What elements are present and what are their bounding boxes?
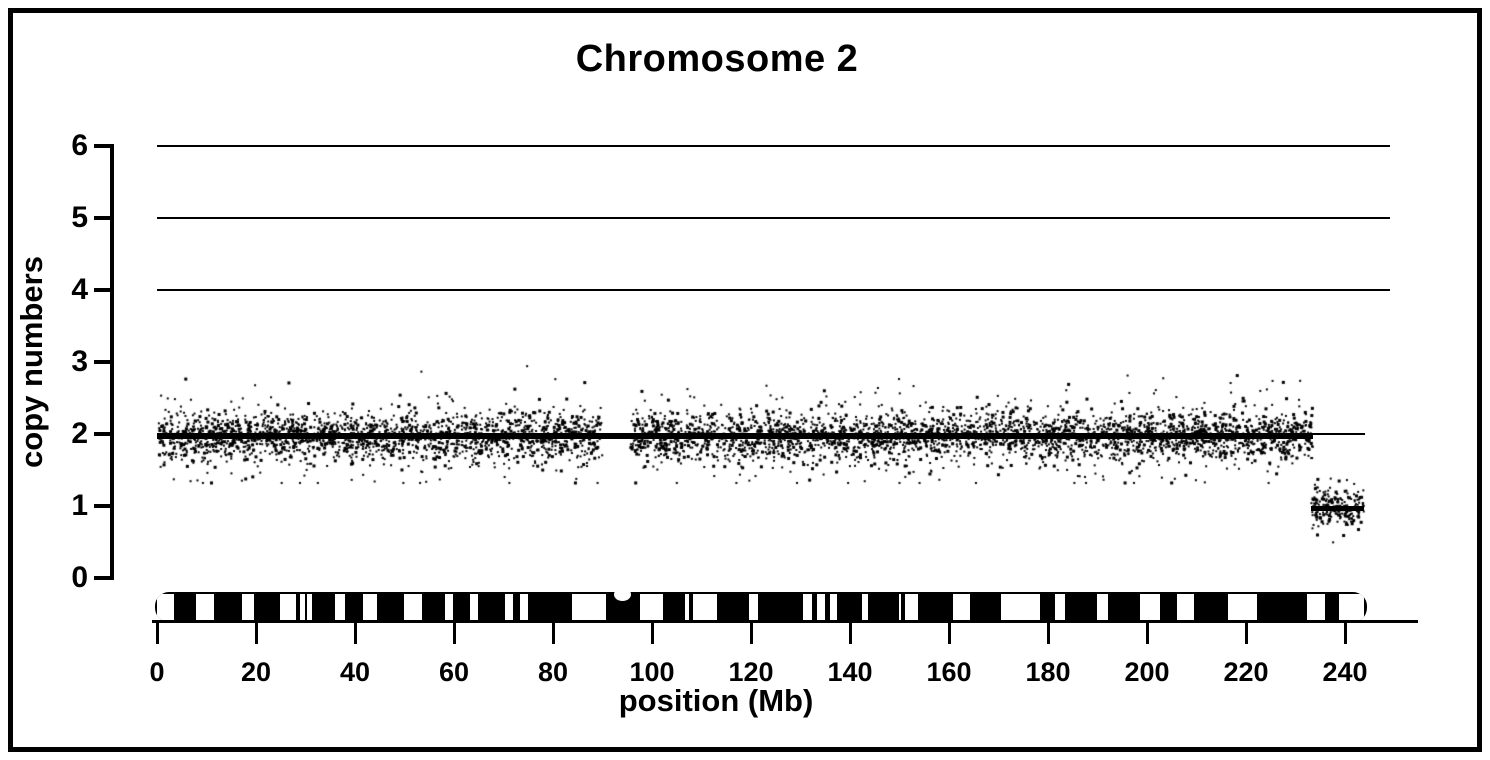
ideogram-band [196, 594, 215, 620]
x-axis-tick-label: 60 [438, 657, 470, 687]
centromere-notch [613, 588, 631, 601]
y-axis-tick [94, 288, 114, 292]
x-axis-label: position (Mb) [618, 683, 814, 718]
x-axis-tick-label: 140 [827, 657, 873, 687]
gridline [157, 289, 1390, 291]
y-axis-tick-label: 5 [71, 201, 88, 234]
ideogram-band [445, 594, 454, 620]
ideogram-band [953, 594, 970, 620]
ideogram-band [904, 594, 919, 620]
ideogram-band [685, 594, 690, 620]
ideogram-band [504, 594, 514, 620]
x-axis-tick [1146, 620, 1149, 644]
ideogram-band [279, 594, 297, 620]
x-axis-tick [948, 620, 951, 644]
x-axis-tick [1047, 620, 1050, 644]
ideogram-band [1001, 594, 1041, 620]
y-axis-tick [94, 360, 114, 364]
ideogram-band [519, 594, 529, 620]
x-axis-tick [453, 620, 456, 644]
x-axis-tick-label: 0 [149, 657, 165, 687]
ideogram-band [469, 594, 479, 620]
ideogram-band [571, 594, 607, 620]
ideogram-band [300, 594, 305, 620]
scatter-points-canvas [145, 340, 1375, 565]
x-axis-tick-label: 40 [339, 657, 371, 687]
x-axis-tick-label: 220 [1223, 657, 1269, 687]
ideogram-band [640, 594, 664, 620]
x-axis-tick [156, 620, 159, 644]
ideogram-band [693, 594, 717, 620]
segment-copy-2 [157, 433, 1313, 439]
y-axis-tick [94, 576, 114, 580]
gridline [157, 145, 1390, 147]
x-axis-tick [1344, 620, 1347, 644]
x-axis-tick-label: 100 [629, 657, 675, 687]
x-axis-tick-label: 160 [926, 657, 972, 687]
ideogram-band [1338, 594, 1364, 620]
x-axis-tick-label: 120 [728, 657, 774, 687]
x-axis-tick [750, 620, 753, 644]
x-axis-tick-label: 200 [1124, 657, 1170, 687]
chromosome-ideogram [155, 592, 1367, 622]
x-axis-tick-label: 180 [1025, 657, 1071, 687]
y-axis-tick-label: 0 [71, 561, 88, 594]
x-axis-tick-label: 80 [537, 657, 569, 687]
ideogram-band [1096, 594, 1109, 620]
y-axis-tick [94, 216, 114, 220]
y-axis-tick-label: 2 [71, 417, 88, 450]
segment-copy-1 [1311, 505, 1364, 511]
ideogram-band [830, 594, 837, 620]
x-axis-tick-label: 240 [1322, 657, 1368, 687]
gridline [157, 217, 1390, 219]
x-axis-tick [552, 620, 555, 644]
ideogram-band [157, 594, 175, 620]
ideogram-band [1140, 594, 1160, 620]
ideogram-band [335, 594, 346, 620]
y-axis-tick [94, 144, 114, 148]
ideogram-band [748, 594, 759, 620]
ideogram-band [242, 594, 254, 620]
y-axis-tick [94, 504, 114, 508]
y-axis-tick-label: 1 [71, 489, 88, 522]
ideogram-band [1306, 594, 1326, 620]
ideogram-band [1228, 594, 1257, 620]
x-axis-tick-label: 20 [240, 657, 272, 687]
chart-title: Chromosome 2 [575, 38, 859, 80]
ideogram-band [403, 594, 422, 620]
ideogram-band [307, 594, 313, 620]
ideogram-band [803, 594, 812, 620]
ideogram-band [898, 594, 902, 620]
x-axis-tick [255, 620, 258, 644]
x-axis-tick [849, 620, 852, 644]
ideogram-band [1054, 594, 1065, 620]
ideogram-band [363, 594, 377, 620]
y-axis-tick-label: 6 [71, 129, 88, 162]
ideogram-band [861, 594, 869, 620]
ideogram-band [816, 594, 826, 620]
x-axis-tick [1245, 620, 1248, 644]
x-axis-tick [354, 620, 357, 644]
x-axis-tick [651, 620, 654, 644]
outer-frame [8, 8, 1482, 752]
y-axis-tick [94, 432, 114, 436]
ideogram-band [1176, 594, 1194, 620]
y-axis-tick-label: 3 [71, 345, 88, 378]
y-axis-tick-label: 4 [71, 273, 88, 306]
